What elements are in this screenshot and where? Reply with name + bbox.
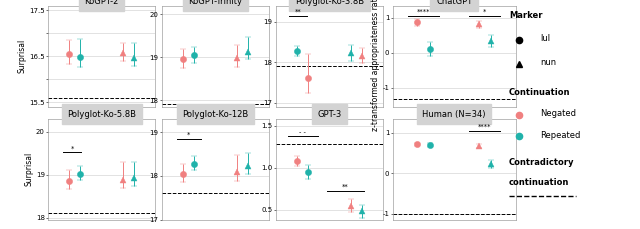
Title: KoGPT-Trinity: KoGPT-Trinity: [189, 0, 243, 6]
Y-axis label: Surprisal: Surprisal: [17, 39, 26, 73]
Y-axis label: z-transformed appropriateness ratings: z-transformed appropriateness ratings: [371, 0, 380, 131]
Text: Contradictory: Contradictory: [509, 158, 575, 167]
Text: ****: ****: [478, 124, 492, 130]
Text: *: *: [70, 145, 74, 151]
Text: Marker: Marker: [509, 11, 543, 20]
Title: GPT-3: GPT-3: [317, 110, 342, 119]
Text: Negated: Negated: [540, 109, 576, 118]
Text: lul: lul: [540, 34, 550, 43]
Title: Polyglot-Ko-3.8B: Polyglot-Ko-3.8B: [295, 0, 364, 6]
Text: Continuation: Continuation: [509, 88, 571, 97]
Title: Polyglot-Ko-5.8B: Polyglot-Ko-5.8B: [67, 110, 136, 119]
Text: **: **: [294, 9, 301, 15]
Text: continuation: continuation: [509, 178, 570, 187]
Title: ChatGPT: ChatGPT: [436, 0, 472, 6]
Title: Human (N=34): Human (N=34): [422, 110, 486, 119]
Text: **: **: [342, 184, 349, 190]
Text: *: *: [483, 9, 486, 15]
Y-axis label: Surprisal: Surprisal: [24, 152, 33, 186]
Text: - -: - -: [299, 129, 306, 135]
Text: nun: nun: [540, 58, 556, 67]
Text: *: *: [187, 132, 191, 138]
Title: Polyglot-Ko-12B: Polyglot-Ko-12B: [182, 110, 249, 119]
Text: ****: ****: [417, 9, 430, 15]
Text: Repeated: Repeated: [540, 131, 580, 140]
Title: KoGPT-2: KoGPT-2: [84, 0, 119, 6]
